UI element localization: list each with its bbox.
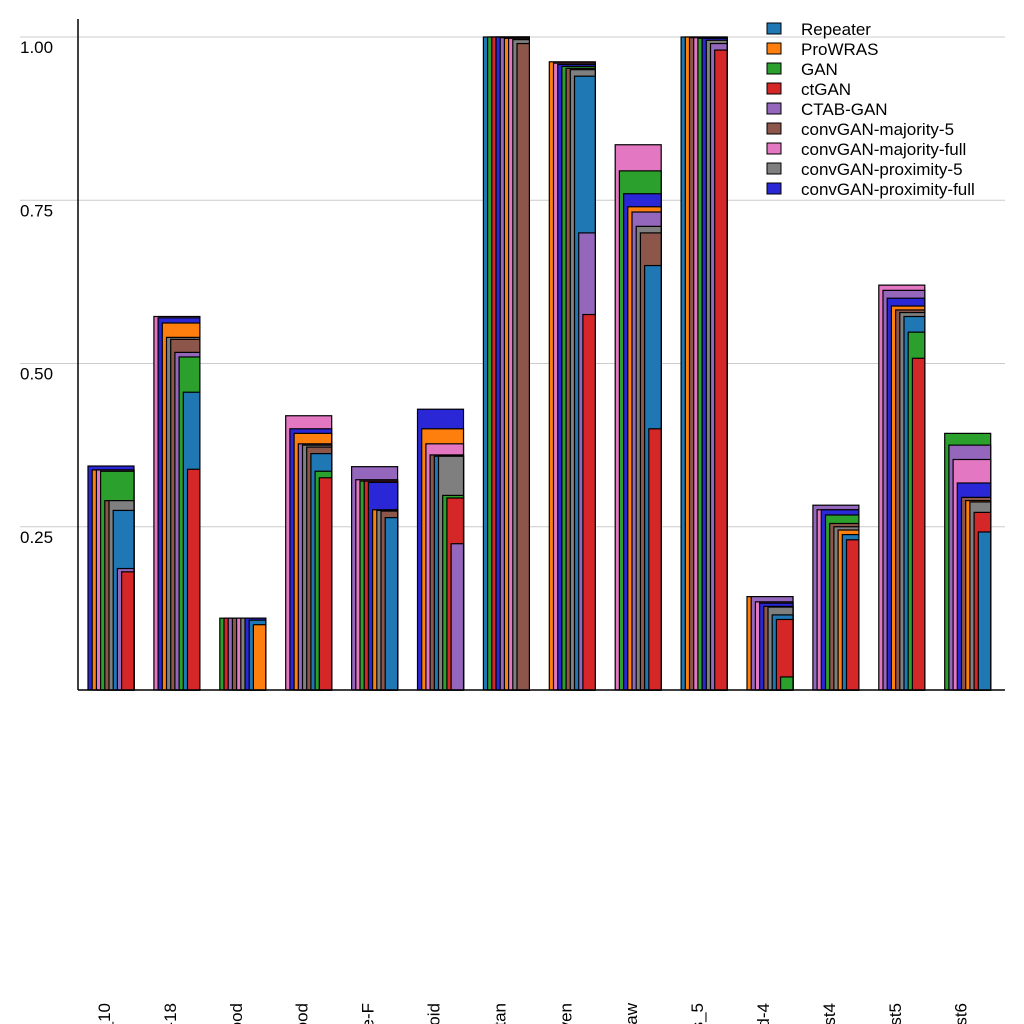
x-tick-label: kr-vs-k-three_vs_eleven <box>556 1003 575 1024</box>
legend-swatch <box>766 122 782 135</box>
y-tick-label: 0.50 <box>20 365 53 384</box>
y-tick-labels: 0.25 0.50 0.75 1.00 <box>20 38 53 547</box>
x-tick-label: yeast5 <box>886 1003 905 1024</box>
legend-swatch <box>766 162 782 175</box>
legend-label: convGAN-majority-full <box>801 140 966 159</box>
x-tick-label: abalone_17_vs_7_8_9_10 <box>95 1003 114 1024</box>
x-tick-label: shuttle-2_vs_5 <box>688 1003 707 1024</box>
x-tick-label: kr-vs-k-zero-one_vs_draw <box>622 1002 641 1024</box>
legend-label: convGAN-majority-5 <box>801 120 954 139</box>
legend-label: convGAN-proximity-5 <box>801 160 963 179</box>
x-tick-label: winequality-red-4 <box>754 1003 773 1024</box>
legend-label: CTAB-GAN <box>801 100 888 119</box>
bar-gan <box>779 676 794 691</box>
x-tick-label: kddcup-guess_passwd_vs_satan <box>490 1003 509 1024</box>
bar-ctgan <box>648 428 662 691</box>
bar-prowras <box>252 624 267 691</box>
bar-group <box>878 284 926 691</box>
legend-label: ctGAN <box>801 80 851 99</box>
bar-ctgan <box>911 357 926 691</box>
x-tick-label: yeast4 <box>820 1003 839 1024</box>
bar-ctab-gan <box>450 543 465 691</box>
bar-ctgan <box>845 539 860 691</box>
bar-repeater <box>977 531 992 691</box>
legend: RepeaterProWRASGANctGANCTAB-GANconvGAN-m… <box>766 20 975 199</box>
x-tick-label: hypothyroid <box>425 1003 444 1024</box>
axes <box>77 19 1005 691</box>
bar-convgan-majority-5 <box>516 42 530 691</box>
legend-swatch <box>766 102 782 115</box>
legend-label: ProWRAS <box>801 40 878 59</box>
x-tick-label: car-vgood <box>293 1003 312 1024</box>
y-tick-label: 0.75 <box>20 201 53 220</box>
legend-swatch <box>766 22 782 35</box>
legend-swatch <box>766 182 782 195</box>
bar-group <box>944 432 992 691</box>
bar-ctgan <box>714 49 728 691</box>
bar-group <box>680 36 728 691</box>
bar-group <box>416 408 465 691</box>
y-tick-label: 1.00 <box>20 38 53 57</box>
legend-swatch <box>766 142 782 155</box>
legend-swatch <box>766 42 782 55</box>
bar-group <box>219 617 267 691</box>
legend-swatch <box>766 62 782 75</box>
bar-group <box>153 315 201 691</box>
bar-group <box>351 466 399 691</box>
legend-label: GAN <box>801 60 838 79</box>
legend-swatch <box>766 82 782 95</box>
bar-group <box>482 36 531 691</box>
bar-group <box>812 504 860 691</box>
bar-repeater <box>384 517 399 691</box>
bar-ctgan <box>186 468 201 691</box>
y-tick-label: 0.25 <box>20 528 53 547</box>
x-tick-label: yeast6 <box>952 1003 971 1024</box>
bar-ctgan <box>318 477 333 691</box>
x-tick-label: flare-F <box>359 1003 378 1024</box>
bar-group <box>87 465 135 691</box>
x-tick-label: car_good <box>227 1003 246 1024</box>
x-tick-label: abalone9-18 <box>161 1003 180 1024</box>
bar-ctgan <box>120 571 135 691</box>
bar-group <box>746 596 794 691</box>
bar-group <box>548 61 596 691</box>
bar-ctgan <box>582 313 596 691</box>
x-tick-labels: abalone_17_vs_7_8_9_10 abalone9-18 car_goo… <box>95 1002 971 1024</box>
bar-group <box>614 144 662 691</box>
legend-label: convGAN-proximity-full <box>801 180 975 199</box>
bar-group <box>285 415 333 691</box>
legend-label: Repeater <box>801 20 871 39</box>
